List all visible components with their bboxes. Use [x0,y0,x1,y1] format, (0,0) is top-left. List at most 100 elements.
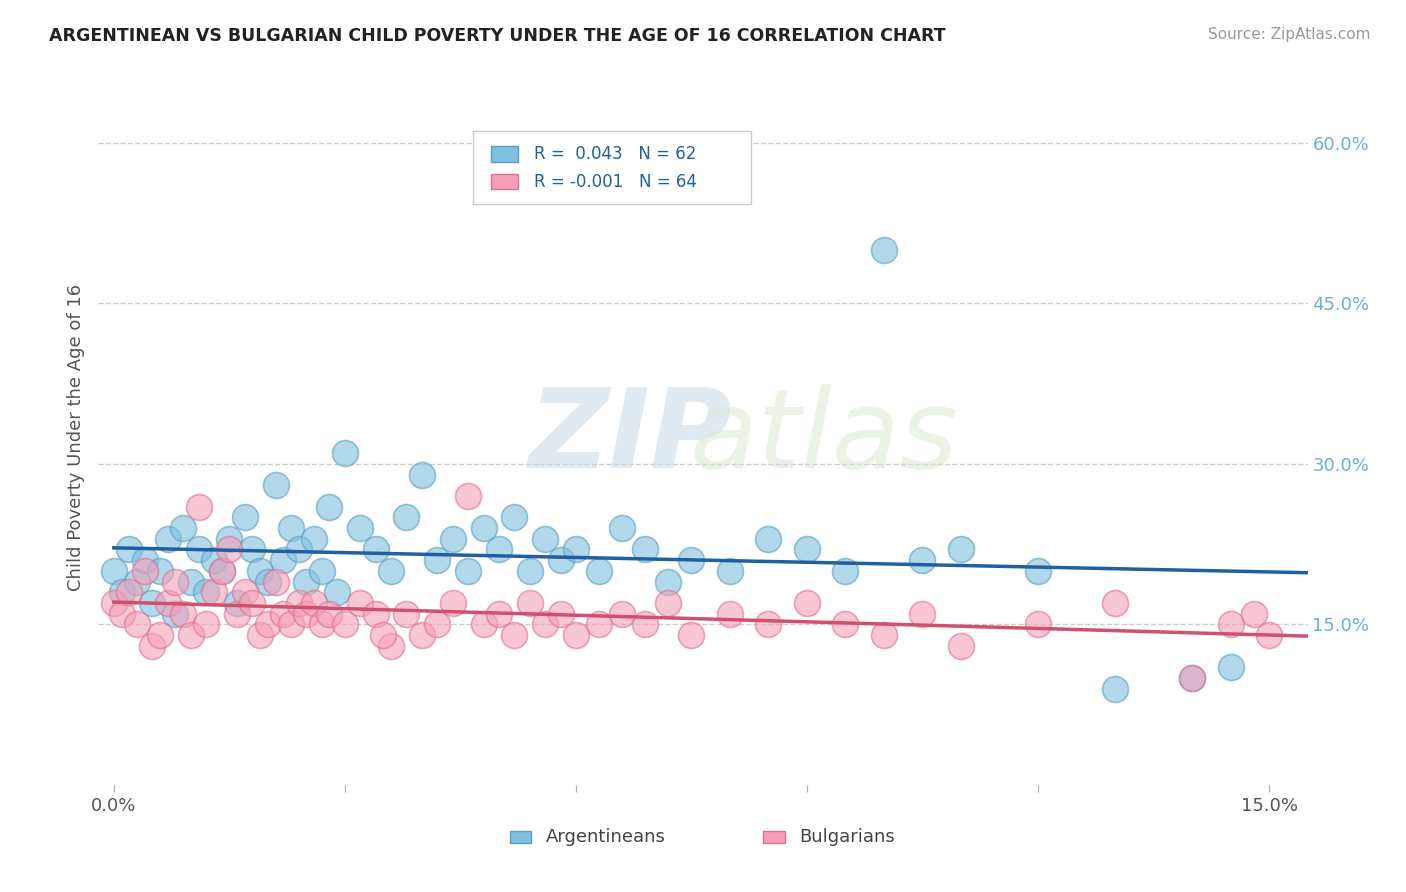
Point [681,628,703,642]
Point [457,564,479,578]
Text: R = -0.001   N = 64: R = -0.001 N = 64 [534,173,696,191]
Point [565,542,588,557]
Point [149,628,172,642]
Point [588,564,610,578]
Point [211,564,233,578]
Point [873,628,896,642]
Point [125,617,148,632]
Point [472,521,495,535]
Point [233,510,256,524]
Point [610,521,633,535]
Point [172,607,194,621]
Point [657,574,679,589]
Point [488,607,510,621]
Point [441,532,464,546]
Point [364,542,387,557]
Point [226,596,249,610]
Point [950,542,973,557]
Point [333,446,356,460]
Point [550,607,572,621]
Point [519,596,541,610]
Point [249,628,271,642]
Point [202,553,225,567]
Point [718,564,741,578]
Point [311,617,333,632]
Text: ZIP: ZIP [529,384,733,491]
Point [302,596,325,610]
Point [472,617,495,632]
Point [264,574,287,589]
Point [326,585,349,599]
Point [202,585,225,599]
Point [610,607,633,621]
Point [134,553,156,567]
Point [156,596,179,610]
Point [257,617,280,632]
Text: ARGENTINEAN VS BULGARIAN CHILD POVERTY UNDER THE AGE OF 16 CORRELATION CHART: ARGENTINEAN VS BULGARIAN CHILD POVERTY U… [49,27,946,45]
Point [180,574,202,589]
Point [295,574,318,589]
Point [395,607,418,621]
Point [411,628,433,642]
Point [333,617,356,632]
Point [110,607,132,621]
Point [441,596,464,610]
Point [519,564,541,578]
Point [457,489,479,503]
Point [349,521,371,535]
Point [488,542,510,557]
Text: Source: ZipAtlas.com: Source: ZipAtlas.com [1208,27,1371,42]
Point [103,596,125,610]
Point [233,585,256,599]
Point [373,628,395,642]
Point [302,532,325,546]
Point [165,574,187,589]
Text: Argentineans: Argentineans [546,828,665,847]
Point [395,510,418,524]
Point [1219,617,1241,632]
Point [218,542,240,557]
Point [1181,671,1204,685]
Y-axis label: Child Poverty Under the Age of 16: Child Poverty Under the Age of 16 [66,284,84,591]
Point [118,585,141,599]
Point [242,542,264,557]
Point [249,564,271,578]
Point [118,542,141,557]
Point [141,596,163,610]
Point [718,607,741,621]
Point [1026,564,1049,578]
Point [165,607,187,621]
Point [295,607,318,621]
Point [796,596,818,610]
Point [172,521,194,535]
Point [318,500,340,514]
Point [534,532,557,546]
Point [280,521,302,535]
Point [195,617,218,632]
FancyBboxPatch shape [474,131,751,204]
Point [1258,628,1281,642]
Point [187,542,209,557]
Point [873,243,896,257]
Point [503,510,526,524]
Point [380,564,402,578]
Point [364,607,387,621]
FancyBboxPatch shape [509,830,531,844]
Point [242,596,264,610]
Text: Bulgarians: Bulgarians [800,828,896,847]
Point [634,542,657,557]
Point [180,628,202,642]
Point [426,553,449,567]
Point [1181,671,1204,685]
Point [758,617,780,632]
Point [534,617,557,632]
Point [264,478,287,492]
Point [226,607,249,621]
Point [588,617,610,632]
Point [911,553,934,567]
Point [426,617,449,632]
Point [287,542,309,557]
Point [1219,660,1241,674]
Point [195,585,218,599]
Point [634,617,657,632]
